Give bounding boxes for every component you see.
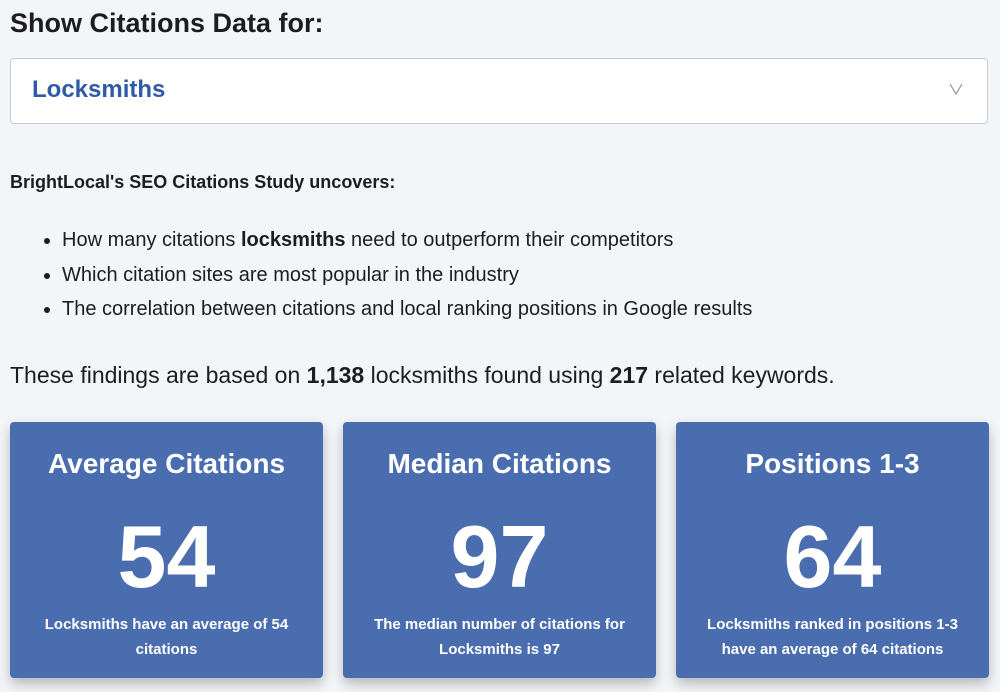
card-value: 54 — [117, 507, 216, 606]
findings-part: 1,138 — [306, 362, 365, 388]
bullet-item: How many citations locksmiths need to ou… — [62, 226, 752, 261]
bullet-list: How many citations locksmiths need to ou… — [10, 226, 752, 330]
findings-part: 217 — [609, 362, 649, 388]
findings-part: locksmiths found using — [364, 362, 610, 388]
card-description: The median number of citations for Locks… — [374, 616, 625, 658]
select-value: Locksmiths — [32, 76, 166, 103]
card-value: 97 — [450, 507, 549, 606]
findings-part: These findings are based on — [10, 362, 307, 388]
bullet-item: Which citation sites are most popular in… — [62, 261, 752, 296]
bullet-item: The correlation between citations and lo… — [62, 295, 752, 330]
card-title: Positions 1-3 — [745, 448, 920, 479]
bullet-text: Which citation sites are most popular in… — [62, 263, 519, 286]
select-box[interactable]: Locksmiths — [10, 58, 988, 124]
card-description: Locksmiths have an average of 54 citatio… — [44, 616, 289, 658]
bullet-text: need to outperform their competitors — [345, 229, 674, 251]
chevron-icon — [949, 83, 963, 95]
stat-card: Positions 1-3 64 Locksmiths ranked in posi… — [676, 422, 989, 678]
card-value: 64 — [783, 507, 882, 606]
bullet-text: How many citations — [62, 229, 241, 251]
intro-text: BrightLocal's SEO Citations Study uncove… — [10, 172, 396, 192]
bullet-text: The correlation between citations and lo… — [62, 298, 753, 320]
card-title: Median Citations — [387, 448, 612, 479]
stat-card: Average Citations 54 Locksmiths have an av… — [10, 422, 323, 678]
findings-part: related keywords. — [648, 362, 835, 388]
bullet-text: locksmiths — [240, 229, 346, 251]
card-description: Locksmiths ranked in positions 1-3 have … — [707, 616, 958, 658]
findings-text: These findings are based on 1,138 locksm… — [10, 362, 835, 389]
stat-card: Median Citations 97 The median number of c… — [343, 422, 656, 678]
card-title: Average Citations — [47, 448, 286, 479]
heading: Show Citations Data for: — [10, 8, 324, 38]
